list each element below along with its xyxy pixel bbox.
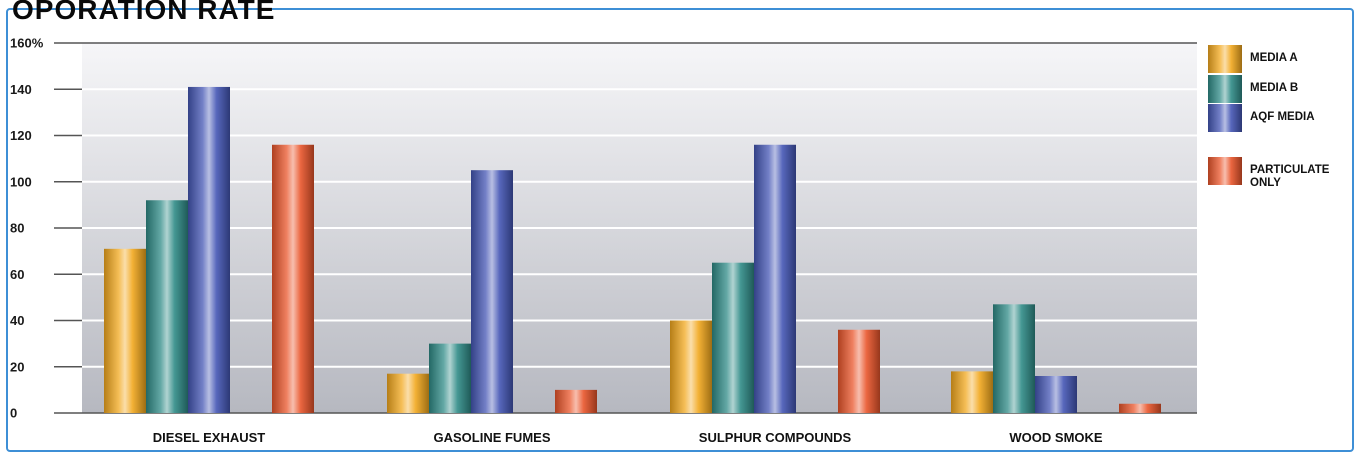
bar-particulate-only-diesel-exhaust: PARTICULATE ONLY — DIESEL EXHAUST: 116 bbox=[272, 144, 314, 413]
y-tick-label: 20 bbox=[10, 359, 24, 374]
bar-media-a-sulphur-compounds: MEDIA A — SULPHUR COMPOUNDS: 40 bbox=[670, 320, 712, 413]
y-tick-label: 140 bbox=[10, 82, 32, 97]
bar-media-b-diesel-exhaust: MEDIA B — DIESEL EXHAUST: 92 bbox=[146, 200, 188, 413]
y-axis: 0 20 40 60 80 100 120 140 160% bbox=[10, 36, 1197, 421]
legend-label: AQF MEDIA bbox=[1250, 111, 1315, 123]
x-axis: DIESEL EXHAUST GASOLINE FUMES SULPHUR COMP… bbox=[153, 430, 1103, 445]
category-label: GASOLINE FUMES bbox=[433, 430, 550, 445]
y-tick-label: 60 bbox=[10, 267, 24, 282]
legend-swatch bbox=[1208, 104, 1242, 132]
y-tick-label: 40 bbox=[10, 313, 24, 328]
bar-media-a-diesel-exhaust: MEDIA A — DIESEL EXHAUST: 71 bbox=[104, 248, 146, 413]
y-tick-label: 120 bbox=[10, 128, 32, 143]
y-tick-label: 0 bbox=[10, 406, 17, 421]
bar-media-b-sulphur-compounds: MEDIA B — SULPHUR COMPOUNDS: 65 bbox=[712, 262, 754, 413]
legend-swatch bbox=[1208, 157, 1242, 185]
bar-media-b-gasoline-fumes: MEDIA B — GASOLINE FUMES: 30 bbox=[429, 343, 471, 413]
legend-label: PARTICULATE ONLY bbox=[1250, 164, 1330, 189]
legend: MEDIA A MEDIA B AQF MEDIA PARTICULATE ONLY bbox=[1208, 45, 1330, 189]
bar-particulate-only-gasoline-fumes: PARTICULATE ONLY — GASOLINE FUMES: 10 bbox=[555, 389, 597, 413]
legend-label: MEDIA B bbox=[1250, 82, 1298, 94]
legend-swatch bbox=[1208, 75, 1242, 103]
category-label: SULPHUR COMPOUNDS bbox=[699, 430, 852, 445]
y-tick-label: 80 bbox=[10, 221, 24, 236]
bar-aqf-media-gasoline-fumes: AQF MEDIA — GASOLINE FUMES: 105 bbox=[471, 170, 513, 413]
category-label: WOOD SMOKE bbox=[1009, 430, 1102, 445]
legend-label: MEDIA A bbox=[1250, 52, 1298, 64]
bar-media-a-gasoline-fumes: MEDIA A — GASOLINE FUMES: 17 bbox=[387, 373, 429, 413]
y-tick-label: 100 bbox=[10, 174, 32, 189]
bar-media-a-wood-smoke: MEDIA A — WOOD SMOKE: 18 bbox=[951, 371, 993, 413]
bar-aqf-media-diesel-exhaust: AQF MEDIA — DIESEL EXHAUST: 141 bbox=[188, 86, 230, 413]
bar-particulate-only-sulphur-compounds: PARTICULATE ONLY — SULPHUR COMPOUNDS: 36 bbox=[838, 329, 880, 413]
y-tick-label: 160% bbox=[10, 36, 44, 51]
chart-heading: OPORATION RATE bbox=[12, 0, 276, 25]
bar-aqf-media-sulphur-compounds: AQF MEDIA — SULPHUR COMPOUNDS: 116 bbox=[754, 144, 796, 413]
bars: MEDIA A — DIESEL EXHAUST: 71MEDIA B — DI… bbox=[104, 86, 1161, 413]
category-label: DIESEL EXHAUST bbox=[153, 430, 266, 445]
legend-swatch bbox=[1208, 45, 1242, 73]
bar-particulate-only-wood-smoke: PARTICULATE ONLY — WOOD SMOKE: 4 bbox=[1119, 403, 1161, 413]
bar-aqf-media-wood-smoke: AQF MEDIA — WOOD SMOKE: 16 bbox=[1035, 376, 1077, 413]
bar-media-b-wood-smoke: MEDIA B — WOOD SMOKE: 47 bbox=[993, 304, 1035, 413]
